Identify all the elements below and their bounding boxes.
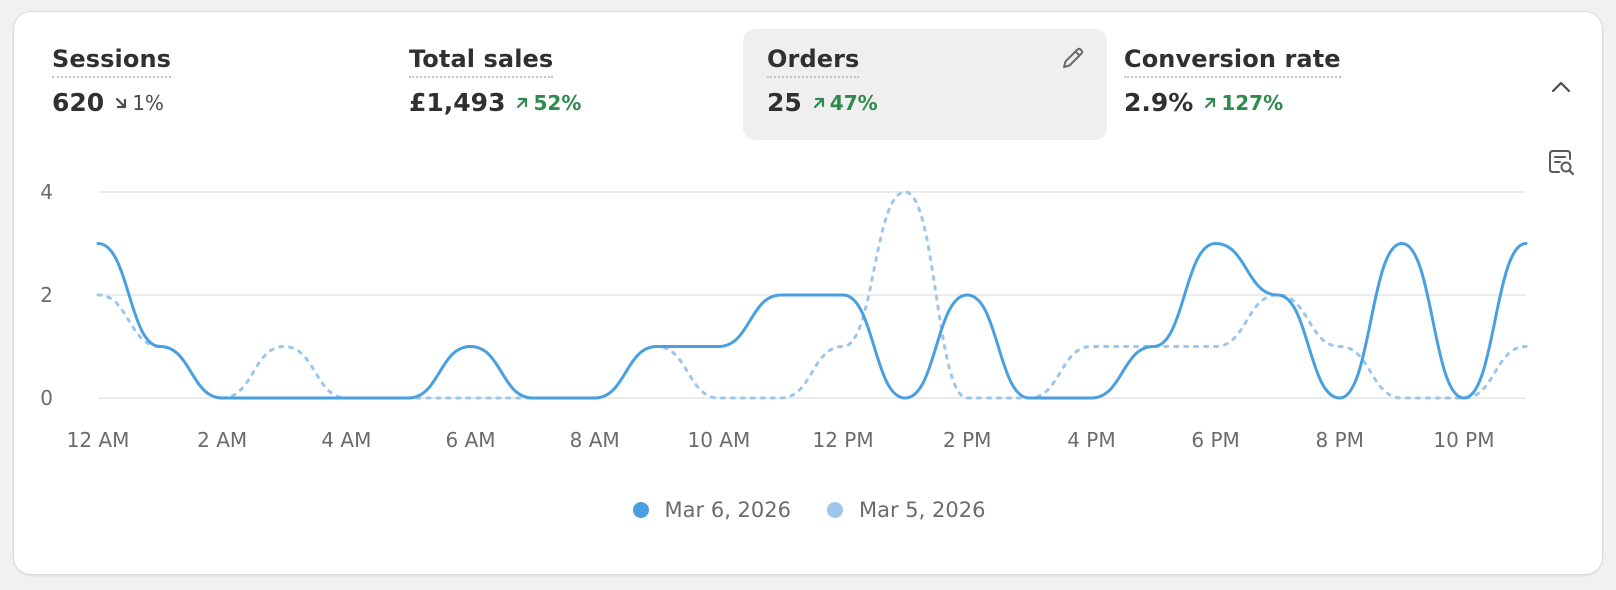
x-tick-label: 6 AM [446,428,496,452]
legend-dot-previous [827,502,843,518]
metric-change: 127% [1203,91,1283,115]
x-tick-label: 2 AM [197,428,247,452]
metric-change: 47% [812,91,878,115]
metric-value: 620 [52,88,105,117]
x-tick-label: 12 PM [812,428,873,452]
arrow-up-right-icon [813,97,824,108]
x-tick-label: 6 PM [1191,428,1239,452]
series-line-current[interactable] [96,241,1528,400]
y-axis-ticks: 0 2 4 [40,180,53,410]
orders-line-chart: 0 2 4 12 AM 2 AM 4 AM 6 AM 8 AM 10 AM 12 PM 2 PM 4… [40,180,1528,452]
metric-label[interactable]: Total sales [409,45,554,78]
arrow-up-right-icon [1205,97,1216,108]
x-tick-label: 10 PM [1433,428,1494,452]
metric-label[interactable]: Conversion rate [1124,45,1341,78]
metric-change-value: 52% [533,90,582,115]
metric-value: 25 [767,88,802,117]
chevron-up-icon [1551,81,1571,93]
metric-tile-sessions[interactable]: Sessions 620 1% [28,29,392,140]
y-tick-label: 0 [40,386,53,410]
x-tick-label: 8 PM [1316,428,1364,452]
arrow-down-right-icon [116,97,127,108]
chart-legend: Mar 6, 2026 Mar 5, 2026 [14,498,1604,522]
metric-label[interactable]: Sessions [52,45,172,78]
metric-tile-total-sales[interactable]: Total sales £1,493 52% [385,29,749,140]
metric-value: £1,493 [409,88,506,117]
x-tick-label: 4 AM [321,428,371,452]
pencil-icon [1063,47,1084,68]
metric-change-value: 1% [132,90,164,115]
legend-dot-current [632,502,649,518]
arrow-up-right-icon [517,97,528,108]
chart-search-icon [1549,150,1575,176]
x-tick-label: 2 PM [943,428,991,452]
x-tick-label: 8 AM [570,428,620,452]
collapse-button[interactable] [1544,70,1578,104]
x-tick-label: 4 PM [1067,428,1115,452]
x-tick-label: 12 AM [67,428,130,452]
inspect-chart-button[interactable] [1544,145,1578,179]
legend-label: Mar 5, 2026 [859,498,986,522]
metric-change-value: 47% [829,90,878,115]
metric-change-value: 127% [1221,90,1284,115]
metric-tile-conversion-rate[interactable]: Conversion rate 2.9% 127% [1100,29,1464,140]
metric-tile-orders[interactable]: Orders 25 47% [743,29,1107,140]
metric-change: 52% [515,91,581,115]
legend-item-previous[interactable]: Mar 5, 2026 [827,498,985,522]
edit-metric-button[interactable] [1057,42,1089,74]
y-tick-label: 4 [40,180,53,204]
x-tick-label: 10 AM [687,428,750,452]
metric-change: 1% [114,91,164,115]
legend-item-current[interactable]: Mar 6, 2026 [632,498,791,522]
analytics-card: 0 2 4 12 AM 2 AM 4 AM 6 AM 8 AM 10 AM 12 PM 2 PM 4… [13,11,1603,575]
metric-value: 2.9% [1124,88,1194,117]
legend-label: Mar 6, 2026 [664,498,791,522]
metric-label[interactable]: Orders [767,45,860,78]
x-axis-ticks: 12 AM 2 AM 4 AM 6 AM 8 AM 10 AM 12 PM 2 PM 4 PM 6… [67,428,1495,452]
y-tick-label: 2 [40,283,53,307]
chart-series [96,190,1528,400]
